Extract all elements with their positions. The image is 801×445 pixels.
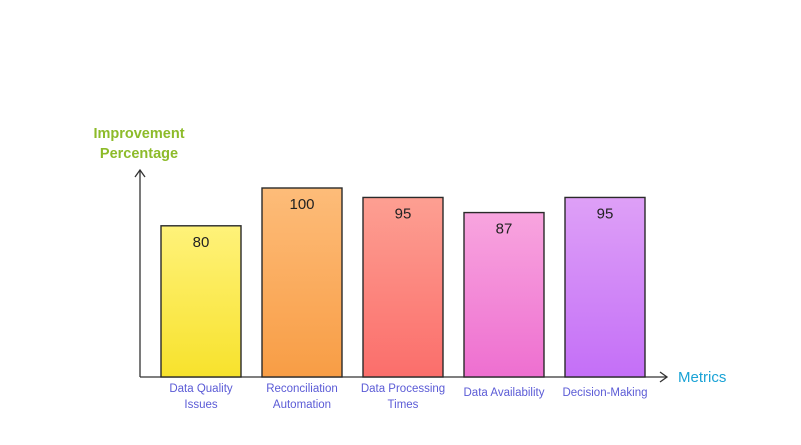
bars-group: [160, 187, 646, 378]
tick-label-3-line-2: Times: [388, 399, 419, 411]
tick-label-5-line-1: Decision-Making: [562, 387, 647, 399]
y-axis-arrowhead: [134, 168, 146, 178]
value-labels-group: 80 100 95 87 95: [193, 196, 614, 251]
bar-4: [463, 211, 545, 378]
tick-label-2-line-2: Automation: [273, 399, 331, 411]
bar-1: [160, 225, 242, 378]
value-label-3: 95: [395, 205, 412, 222]
tick-label-4-line-1: Data Availability: [464, 387, 545, 399]
tick-labels-group: Data Quality Issues Reconciliation Automati…: [169, 383, 647, 411]
value-label-2: 100: [289, 196, 314, 213]
value-label-4: 87: [496, 221, 513, 238]
value-label-5: 95: [597, 205, 614, 222]
x-axis-title: Metrics: [678, 369, 726, 386]
bar-3: [362, 196, 444, 378]
tick-label-1-line-1: Data Quality: [169, 383, 233, 395]
tick-label-3-line-1: Data Processing: [361, 383, 445, 395]
bar-5: [564, 196, 646, 378]
value-label-1: 80: [193, 234, 210, 251]
y-axis-title: Improvement Percentage: [93, 126, 184, 162]
y-axis-title-line-1: Improvement: [93, 126, 184, 142]
bar-2: [261, 187, 343, 378]
y-axis: [134, 168, 146, 377]
y-axis-title-line-2: Percentage: [100, 146, 178, 162]
tick-label-1-line-2: Issues: [184, 399, 217, 411]
tick-label-2-line-1: Reconciliation: [266, 383, 338, 395]
x-axis-arrowhead: [659, 371, 669, 383]
